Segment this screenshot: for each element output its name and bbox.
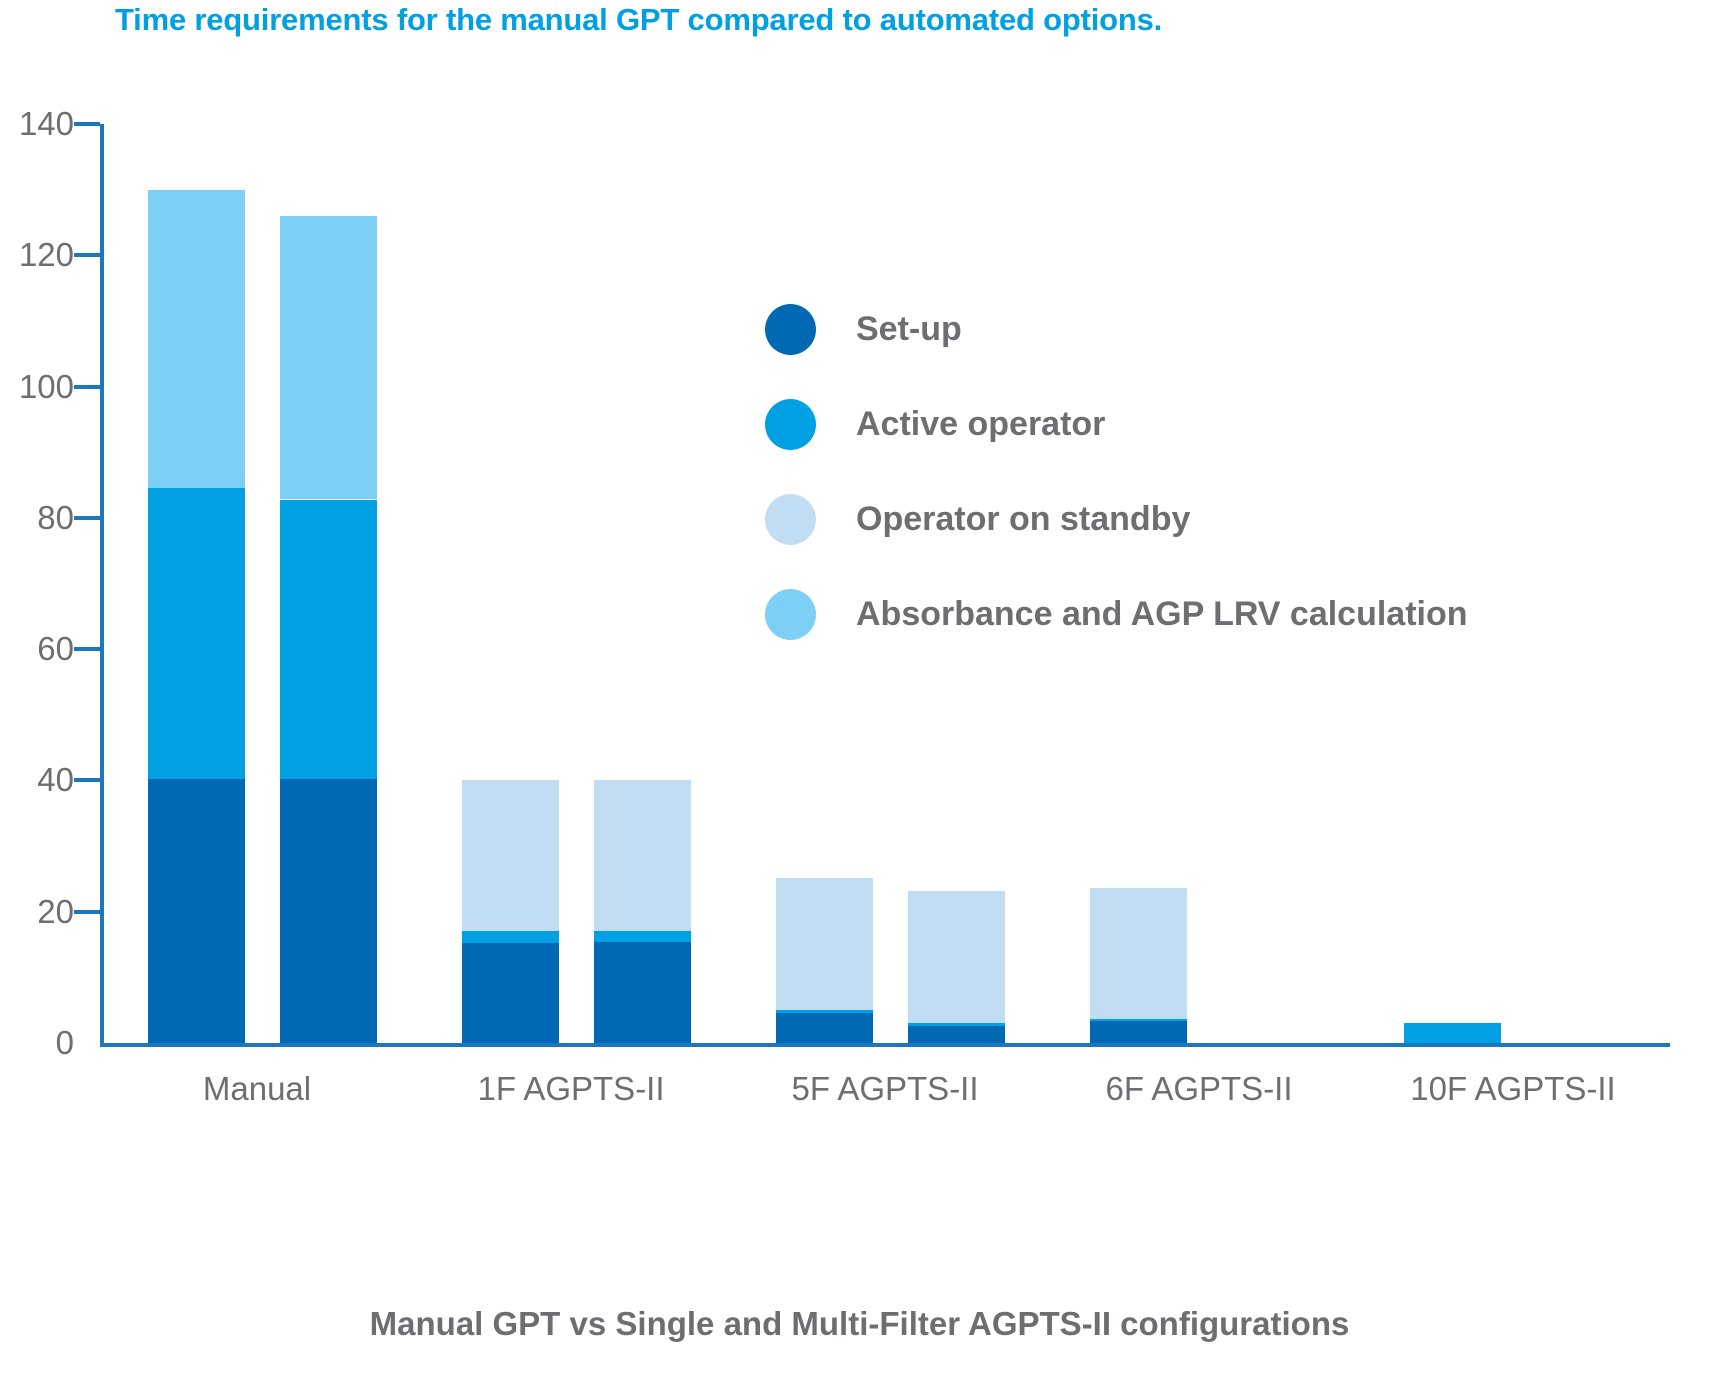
legend-swatch-icon — [765, 494, 816, 545]
bar[interactable] — [148, 189, 245, 1043]
y-tick-label: 40 — [37, 761, 74, 799]
x-category-label: 10F AGPTS-II — [1410, 1070, 1616, 1107]
bar-segment[interactable] — [280, 499, 377, 780]
x-category-label: 6F AGPTS-II — [1105, 1070, 1293, 1107]
y-tick-mark — [74, 515, 100, 520]
bar-group — [1356, 124, 1670, 1043]
bar-segment[interactable] — [148, 779, 245, 1043]
bar-segment[interactable] — [462, 930, 559, 943]
bar-group — [728, 124, 1042, 1043]
y-tick-label: 60 — [37, 630, 74, 668]
y-axis-tick-labels: 0 20 40 60 80 100 120 140 — [2, 105, 74, 1061]
bar-group — [100, 124, 414, 1043]
y-tick-mark — [74, 384, 100, 389]
bar-segment[interactable] — [1090, 1018, 1187, 1022]
bar-segment[interactable] — [462, 780, 559, 931]
chart-legend: Set-up Active operator Operator on standby… — [765, 282, 1468, 662]
bar[interactable] — [908, 890, 1005, 1043]
x-axis-line — [100, 1043, 1670, 1047]
bar-segment[interactable] — [776, 1009, 873, 1014]
bar-segment[interactable] — [148, 488, 245, 780]
bar[interactable] — [776, 878, 873, 1043]
bar-segment[interactable] — [594, 930, 691, 942]
legend-item[interactable]: Set-up — [765, 282, 1468, 377]
legend-item-label: Set-up — [856, 310, 962, 348]
bar-segment[interactable] — [908, 890, 1005, 1023]
bar-segment[interactable] — [462, 942, 559, 1043]
bar-segment[interactable] — [148, 189, 245, 489]
bar-segment[interactable] — [280, 215, 377, 500]
y-tick-label: 0 — [55, 1024, 74, 1061]
legend-item[interactable]: Active operator — [765, 377, 1468, 472]
bar[interactable] — [594, 780, 691, 1043]
bar[interactable] — [1404, 1023, 1501, 1043]
bar-segment[interactable] — [908, 1025, 1005, 1043]
bar-segment[interactable] — [594, 941, 691, 1043]
y-tick-mark — [74, 778, 100, 783]
bar-segment[interactable] — [1404, 1023, 1501, 1043]
bar-segment[interactable] — [776, 878, 873, 1010]
bar[interactable] — [1090, 888, 1187, 1043]
y-tick-label: 120 — [18, 236, 74, 274]
x-category-label: Manual — [202, 1070, 312, 1107]
bar-segment[interactable] — [908, 1022, 1005, 1026]
y-axis-line — [100, 124, 104, 1043]
bar-segment[interactable] — [280, 779, 377, 1043]
legend-swatch-icon — [765, 399, 816, 450]
legend-item-label: Operator on standby — [856, 500, 1191, 538]
x-category-label: 5F AGPTS-II — [791, 1070, 979, 1107]
y-tick-mark — [74, 122, 100, 126]
legend-item[interactable]: Absorbance and AGP LRV calculation — [765, 567, 1468, 662]
bar-segment[interactable] — [1090, 1021, 1187, 1043]
bar-group — [1042, 124, 1356, 1043]
bar[interactable] — [462, 780, 559, 1043]
y-tick-mark — [74, 647, 100, 652]
y-tick-label: 140 — [18, 105, 74, 142]
legend-swatch-icon — [765, 589, 816, 640]
chart-title: Time requirements for the manual GPT com… — [115, 2, 1163, 37]
x-axis-category-labels: Manual 1F AGPTS-II 5F AGPTS-II 6F AGPTS-II 1… — [100, 1070, 1670, 1130]
legend-swatch-icon — [765, 304, 816, 355]
bar-segment[interactable] — [594, 780, 691, 931]
plot-area: 0 20 40 60 80 100 120 140 — [19, 105, 1670, 1061]
y-tick-mark — [74, 253, 100, 258]
y-tick-label: 20 — [37, 892, 74, 930]
y-tick-label: 100 — [18, 367, 74, 405]
legend-item-label: Absorbance and AGP LRV calculation — [856, 595, 1468, 633]
legend-item-label: Active operator — [856, 405, 1106, 443]
bar-segment[interactable] — [1090, 888, 1187, 1019]
bar[interactable] — [280, 215, 377, 1043]
y-tick-mark — [74, 909, 100, 914]
x-axis-title: Manual GPT vs Single and Multi-Filter AG… — [369, 1305, 1350, 1342]
legend-item[interactable]: Operator on standby — [765, 472, 1468, 567]
bar-group — [414, 124, 728, 1043]
bar-segment[interactable] — [776, 1013, 873, 1043]
x-category-label: 1F AGPTS-II — [477, 1070, 665, 1107]
y-tick-label: 80 — [37, 498, 74, 536]
